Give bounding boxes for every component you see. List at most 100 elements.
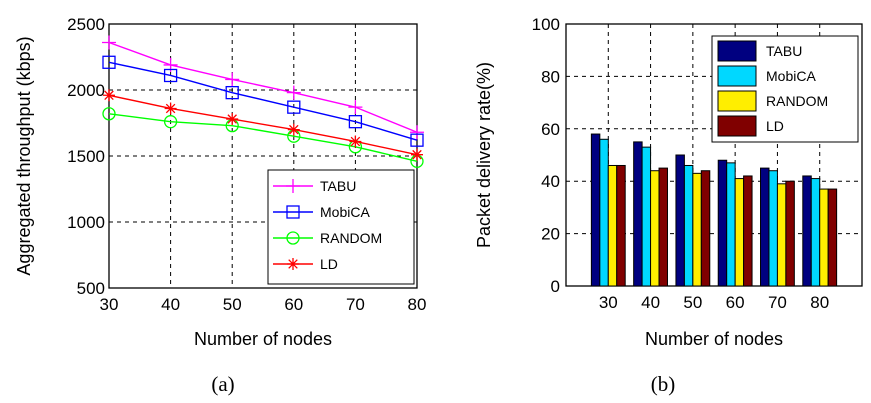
- bar-tabu-60: [717, 159, 728, 287]
- ticks-b: 30 40 50 60 70 80 0 20 40 60 80 100: [532, 15, 830, 312]
- data-point-tabu: [102, 35, 116, 50]
- legend-marker-random: [286, 231, 300, 245]
- bar-random-70: [776, 183, 787, 287]
- x-tick-label: 60: [726, 293, 745, 312]
- bar-mobica-50: [683, 164, 694, 287]
- bar-random-30: [607, 164, 618, 287]
- data-point-mobica: [348, 115, 363, 129]
- y-tick-label: 60: [541, 120, 560, 139]
- x-tick-label: 40: [161, 295, 180, 314]
- bar-ld-60: [743, 175, 753, 287]
- bar-ld-50: [700, 170, 711, 287]
- data-point-ld: [411, 148, 423, 161]
- legend-label-ld: LD: [320, 256, 338, 272]
- bar-random-60: [734, 178, 745, 287]
- legend-a: TABU MobiCA RANDOM LD: [267, 169, 415, 285]
- bar-mobica-80: [810, 178, 821, 287]
- bar-random-80: [819, 188, 829, 287]
- bar-random-40: [650, 170, 660, 287]
- data-point-mobica: [102, 55, 116, 69]
- y-tick-label: 80: [541, 67, 560, 86]
- data-point-tabu: [348, 100, 363, 115]
- bars-b: [590, 133, 838, 287]
- legend-label-mobica: MobiCA: [320, 204, 370, 220]
- y-tick-label: 2000: [67, 81, 105, 100]
- panel-caption-a: (a): [211, 372, 234, 396]
- legend-swatch-tabu: [717, 40, 757, 62]
- bar-tabu-80: [802, 175, 812, 287]
- series-line-mobica: [108, 61, 418, 141]
- data-point-tabu: [410, 125, 424, 140]
- x-tick-label: 80: [810, 293, 829, 312]
- y-tick-label: 100: [532, 15, 560, 34]
- x-tick-label: 70: [768, 293, 787, 312]
- data-point-ld: [164, 102, 177, 115]
- delivery-rate-bar-chart: 30 40 50 60 70 80 0 20 40 60 80 100 TABU MobiCA RANDO…: [474, 15, 863, 396]
- y-tick-label: 1000: [67, 213, 105, 232]
- y-tick-label: 20: [541, 225, 560, 244]
- bar-tabu-40: [633, 141, 643, 287]
- data-point-random: [163, 115, 178, 129]
- legend-marker-mobica: [286, 205, 300, 219]
- y-axis-label-a: Aggregated throughput (kbps): [14, 36, 34, 275]
- legend-swatch-ld: [717, 115, 757, 137]
- legend-marker-tabu: [286, 179, 300, 193]
- data-point-tabu: [225, 72, 240, 87]
- panel-caption-b: (b): [651, 372, 676, 396]
- throughput-line-chart: 30 40 50 60 70 80 500 1000 1500 2000 2500 TABU Mobi…: [14, 15, 426, 396]
- legend-label-tabu: TABU: [320, 178, 356, 194]
- legend-b: TABU MobiCA RANDOM LD: [711, 35, 859, 143]
- y-tick-label: 1500: [67, 147, 105, 166]
- legend-label-random: RANDOM: [766, 93, 828, 109]
- x-axis-label-a: Number of nodes: [194, 329, 332, 349]
- x-tick-label: 50: [223, 295, 242, 314]
- series-line-tabu: [108, 41, 418, 133]
- series-line-random: [108, 113, 418, 162]
- data-point-mobica: [225, 85, 239, 100]
- legend-swatch-random: [717, 90, 757, 112]
- x-axis-label-b: Number of nodes: [645, 329, 783, 349]
- bar-ld-70: [785, 180, 795, 287]
- series-line-ld: [108, 94, 418, 156]
- ticks-a: 30 40 50 60 70 80 500 1000 1500 2000 2500: [67, 15, 426, 314]
- series-a: [102, 35, 424, 168]
- data-point-ld: [226, 113, 239, 126]
- data-point-ld: [349, 135, 362, 148]
- bar-ld-80: [827, 188, 838, 287]
- x-tick-label: 50: [683, 293, 702, 312]
- data-point-random: [102, 107, 116, 121]
- data-point-ld: [287, 123, 300, 136]
- y-axis-label-b: Packet delivery rate(%): [474, 62, 494, 248]
- legend-label-ld: LD: [766, 118, 784, 134]
- y-tick-label: 40: [541, 172, 560, 191]
- x-tick-label: 40: [641, 293, 660, 312]
- bar-tabu-50: [675, 154, 685, 287]
- y-tick-label: 500: [77, 279, 105, 298]
- bar-ld-30: [616, 164, 626, 287]
- bar-tabu-30: [590, 133, 601, 287]
- bar-mobica-40: [641, 146, 652, 287]
- data-point-mobica: [163, 68, 178, 83]
- legend-swatch-mobica: [717, 65, 757, 87]
- bar-tabu-70: [760, 167, 770, 287]
- bar-mobica-70: [768, 170, 778, 287]
- bar-ld-40: [658, 167, 668, 287]
- legend-label-random: RANDOM: [320, 230, 382, 246]
- legend-marker-ld: [287, 258, 299, 270]
- bar-mobica-60: [726, 162, 736, 287]
- bar-mobica-30: [599, 138, 609, 287]
- data-point-mobica: [287, 100, 301, 114]
- x-tick-label: 70: [346, 295, 365, 314]
- bar-random-50: [692, 172, 702, 287]
- data-point-mobica: [410, 133, 424, 147]
- data-point-tabu: [286, 85, 301, 100]
- x-tick-label: 80: [408, 295, 427, 314]
- y-tick-label: 0: [551, 277, 560, 296]
- x-tick-label: 60: [284, 295, 303, 314]
- y-tick-label: 2500: [67, 15, 105, 34]
- x-tick-label: 30: [100, 295, 119, 314]
- data-point-ld: [103, 89, 115, 102]
- legend-label-tabu: TABU: [766, 43, 802, 59]
- x-tick-label: 30: [599, 293, 618, 312]
